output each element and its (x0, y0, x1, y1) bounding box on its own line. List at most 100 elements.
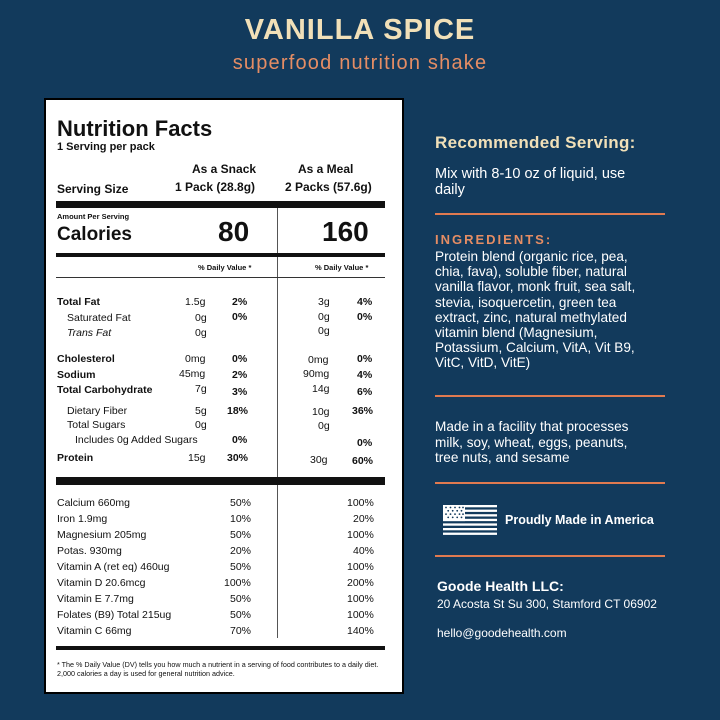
vitamin-name: Magnesium 205mg (57, 529, 147, 541)
nutrient-dv-snack: 0% (232, 434, 248, 446)
vitamin-dv-meal: 100% (347, 593, 374, 605)
nutrient-name: Protein (57, 452, 94, 464)
vitamin-dv-snack: 50% (230, 529, 252, 541)
nutrient-dv-snack: 0% (232, 353, 248, 365)
vitamin-dv-snack: 100% (224, 577, 251, 589)
nutrient-amount-meal: 10g (312, 406, 330, 418)
nutrient-name: Total Fat (57, 296, 100, 308)
nutrient-amount-snack: 15g (188, 452, 206, 464)
medium-divider (56, 253, 385, 257)
nutrient-amount-snack: 5g (195, 405, 207, 417)
servings-per-pack: 1 Serving per pack (57, 141, 155, 153)
nutrient-amount-snack: 0mg (185, 353, 206, 365)
company-address: 20 Acosta St Su 300, Stamford CT 06902 (437, 597, 657, 611)
vitamin-dv-meal: 100% (347, 561, 374, 573)
snack-serving-size: 1 Pack (28.8g) (175, 180, 256, 194)
nutrient-dv-meal: 4% (357, 296, 373, 308)
vitamin-name: Iron 1.9mg (57, 513, 108, 525)
nutrient-dv-meal: 6% (357, 386, 373, 398)
ingredients-line: VitC, VitD, VitE) (435, 355, 531, 371)
nutrient-amount-snack: 0g (195, 312, 207, 324)
nutrient-name: Total Sugars (67, 419, 126, 431)
ingredients-line: extract, zinc, natural methylated (435, 309, 627, 325)
ingredients-line: Potassium, Calcium, VitA, Vit B9, (435, 340, 635, 356)
vitamin-name: Folates (B9) Total 215ug (57, 609, 172, 621)
nutrient-dv-meal: 0% (357, 353, 373, 365)
nutrient-dv-meal: 4% (357, 369, 373, 381)
facility-line: tree nuts, and sesame (435, 450, 570, 465)
nutrient-amount-snack: 0g (195, 327, 207, 339)
column-divider (277, 208, 278, 638)
calories-label: Calories (57, 224, 132, 245)
vitamin-dv-snack: 70% (230, 625, 252, 637)
calories-snack: 80 (218, 216, 250, 247)
divider-2 (435, 395, 665, 397)
nutrient-dv-meal: 0% (357, 437, 373, 449)
nutrient-amount-snack: 0g (195, 419, 207, 431)
nutrient-dv-snack: 2% (232, 296, 248, 308)
vitamin-dv-snack: 20% (230, 545, 252, 557)
vitamin-dv-snack: 50% (230, 561, 252, 573)
vitamin-name: Vitamin C 66mg (57, 625, 132, 637)
vitamin-dv-snack: 50% (230, 497, 252, 509)
serving-heading: Recommended Serving: (435, 133, 636, 152)
dv-header-snack: % Daily Value * (198, 263, 252, 272)
nutrient-dv-snack: 2% (232, 369, 248, 381)
ingredients-list: Protein blend (organic rice, pea, chia, … (435, 249, 635, 371)
vitamin-name: Vitamin E 7.7mg (57, 593, 134, 605)
nutrient-name: Trans Fat (67, 327, 112, 339)
made-in-america-text: Proudly Made in America (505, 513, 654, 527)
ingredients-line: vanilla flavor, monk fruit, sea salt, (435, 279, 636, 295)
nutrient-amount-snack: 1.5g (185, 296, 206, 308)
dv-header-meal: % Daily Value * (315, 263, 369, 272)
nutrient-amount-meal: 14g (312, 383, 330, 395)
ingredients-line: chia, fava), soluble fiber, natural (435, 264, 627, 280)
facility-line: Made in a facility that processes (435, 419, 629, 434)
nutrient-dv-snack: 18% (227, 405, 249, 417)
nutrient-amount-meal: 0mg (308, 354, 329, 366)
ingredients-line: vitamin blend (Magnesium, (435, 325, 598, 341)
serving-text-line-2: daily (435, 182, 465, 198)
vitamin-dv-meal: 140% (347, 625, 374, 637)
company-name: Goode Health LLC: (437, 578, 564, 594)
serving-size-label: Serving Size (57, 182, 129, 196)
nutrient-amount-meal: 30g (310, 454, 328, 466)
product-title: VANILLA SPICE (244, 14, 476, 46)
nutrient-dv-meal: 36% (352, 405, 374, 417)
meal-column-title: As a Meal (298, 162, 354, 176)
nutrient-name: Includes 0g Added Sugars (75, 434, 198, 446)
vitamin-dv-meal: 40% (353, 545, 375, 557)
nutrient-amount-meal: 0g (318, 420, 330, 432)
nutrient-amount-snack: 7g (195, 383, 207, 395)
vitamin-dv-snack: 50% (230, 593, 252, 605)
nutrient-name: Cholesterol (57, 353, 115, 365)
nutrient-dv-meal: 60% (352, 455, 374, 467)
serving-text-line-1: Mix with 8-10 oz of liquid, use (435, 166, 626, 182)
company-email[interactable]: hello@goodehealth.com (437, 626, 567, 640)
nutrient-amount-snack: 45mg (179, 368, 206, 380)
ingredients-line: stevia, isoquercetin, green tea (435, 294, 617, 310)
footnote-line-2: 2,000 calories a day is used for general… (57, 669, 235, 678)
nutrient-dv-snack: 0% (232, 311, 248, 323)
nutrient-name: Total Carbohydrate (57, 384, 153, 396)
nutrition-facts-label: Nutrition Facts 1 Serving per pack As a … (44, 98, 404, 694)
facility-line: milk, soy, wheat, eggs, peanuts, (435, 434, 628, 450)
divider-3 (435, 482, 665, 484)
vitamin-dv-snack: 50% (230, 609, 252, 621)
nutrient-dv-snack: 30% (227, 452, 249, 464)
divider-1 (435, 213, 665, 215)
vitamin-dv-meal: 20% (353, 513, 375, 525)
nutrient-name: Sodium (57, 369, 96, 381)
vitamin-name: Calcium 660mg (57, 497, 130, 509)
nutrient-name: Saturated Fat (67, 312, 131, 324)
thick-divider (56, 201, 385, 208)
thick-divider-bottom (56, 477, 385, 485)
vitamin-dv-meal: 100% (347, 529, 374, 541)
us-flag-icon (443, 505, 497, 540)
vitamin-dv-meal: 200% (347, 577, 374, 589)
thin-divider (56, 277, 385, 278)
nutrient-name: Dietary Fiber (67, 405, 128, 417)
facility-statement: Made in a facility that processes milk, … (435, 419, 628, 466)
product-subtitle: superfood nutrition shake (232, 52, 488, 74)
vitamin-name: Potas. 930mg (57, 545, 122, 557)
